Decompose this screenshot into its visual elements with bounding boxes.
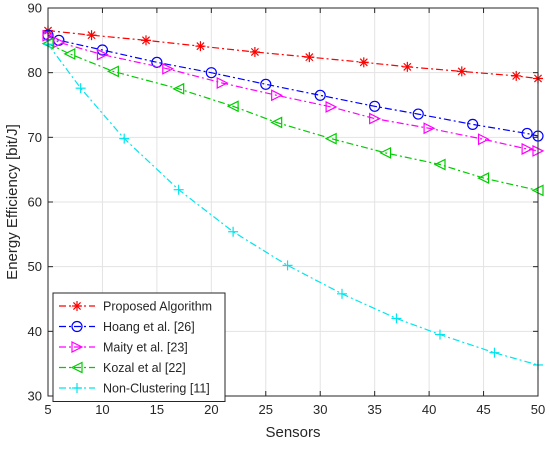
series-line-2 <box>47 34 539 137</box>
legend-entry-4: Kozal et al [22] <box>103 361 186 375</box>
data-point-series-2 <box>467 118 479 131</box>
x-tick-label: 15 <box>150 402 164 417</box>
data-point-series-2 <box>521 127 533 140</box>
data-point-series-2 <box>314 89 326 101</box>
data-point-series-2 <box>260 78 272 90</box>
legend-entry-2: Hoang et al. [26] <box>103 320 195 334</box>
data-point-series-5 <box>75 83 86 94</box>
legend-marker-4 <box>70 361 83 374</box>
x-tick-label: 25 <box>259 402 273 417</box>
data-point-series-2 <box>205 67 217 79</box>
data-point-series-3 <box>521 143 534 155</box>
data-point-series-1 <box>304 52 315 63</box>
x-tick-label: 45 <box>476 402 490 417</box>
x-tick-label: 20 <box>204 402 218 417</box>
legend-marker-1 <box>72 301 82 311</box>
series-line-3 <box>47 35 539 152</box>
legend-entry-5: Non-Clustering [11] <box>103 382 210 396</box>
data-point-series-1 <box>456 66 467 77</box>
data-point-series-1 <box>402 61 413 72</box>
data-point-series-5 <box>119 133 130 144</box>
y-tick-label: 70 <box>28 130 42 145</box>
y-tick-label: 30 <box>28 389 42 404</box>
data-point-series-1 <box>141 35 151 46</box>
data-point-series-3 <box>325 100 338 113</box>
x-tick-label: 5 <box>44 402 51 417</box>
data-point-series-4 <box>226 100 239 113</box>
data-point-series-3 <box>162 62 175 75</box>
data-point-series-4 <box>63 47 76 60</box>
data-point-series-3 <box>477 133 490 146</box>
data-point-series-5 <box>282 260 293 271</box>
data-point-series-5 <box>337 288 347 299</box>
data-point-series-1 <box>358 57 369 68</box>
legend-entry-1: Proposed Algorithm <box>103 300 212 314</box>
data-point-series-4 <box>433 158 446 171</box>
data-point-series-4 <box>172 82 185 95</box>
series-line-5 <box>47 43 539 366</box>
data-point-series-1 <box>511 70 522 81</box>
series-line-4 <box>47 43 539 191</box>
data-point-series-4 <box>379 146 392 159</box>
x-tick-label: 35 <box>367 402 381 417</box>
data-point-series-4 <box>106 65 119 78</box>
x-tick-label: 10 <box>95 402 109 417</box>
data-point-series-3 <box>96 48 109 61</box>
legend-marker-5 <box>72 383 82 393</box>
data-point-series-4 <box>477 172 490 185</box>
data-point-series-5 <box>435 329 445 340</box>
data-point-series-5 <box>391 313 402 324</box>
y-tick-label: 80 <box>28 65 42 80</box>
data-point-series-4 <box>270 116 283 129</box>
data-point-series-3 <box>423 122 436 135</box>
legend-marker-3 <box>71 341 84 353</box>
data-point-series-1 <box>195 41 206 52</box>
data-point-series-2 <box>369 100 381 112</box>
y-tick-label: 50 <box>28 259 42 274</box>
legend-marker-2 <box>71 320 83 333</box>
data-point-series-5 <box>228 226 239 237</box>
data-point-series-5 <box>173 184 184 195</box>
tick-layer: 5 10 15 20 25 30 35 40 45 50 30 40 50 60 70 80 90 <box>28 1 546 418</box>
data-point-series-3 <box>53 36 66 49</box>
data-point-series-5 <box>489 347 500 358</box>
x-tick-label: 50 <box>531 402 545 417</box>
data-point-series-4 <box>324 132 337 145</box>
y-tick-label: 40 <box>28 324 42 339</box>
data-point-series-3 <box>369 112 382 125</box>
y-tick-label: 60 <box>28 195 42 210</box>
data-point-series-2 <box>151 56 163 68</box>
x-tick-label: 30 <box>313 402 327 417</box>
data-point-series-2 <box>412 108 424 120</box>
x-axis-label: Sensors <box>265 424 320 441</box>
legend-entry-3: Maity et al. [23] <box>103 341 188 355</box>
data-point-series-3 <box>271 89 284 102</box>
legend: Proposed Algorithm Hoang et al. [26] Maity… <box>52 292 226 402</box>
data-point-series-1 <box>249 46 260 57</box>
data-point-series-1 <box>86 30 97 41</box>
y-tick-label: 90 <box>28 1 42 16</box>
y-axis-label: Energy Efficiency [bit/J] <box>4 124 21 280</box>
series-line-1 <box>47 30 539 80</box>
data-point-series-3 <box>216 77 229 89</box>
x-tick-label: 40 <box>422 402 436 417</box>
